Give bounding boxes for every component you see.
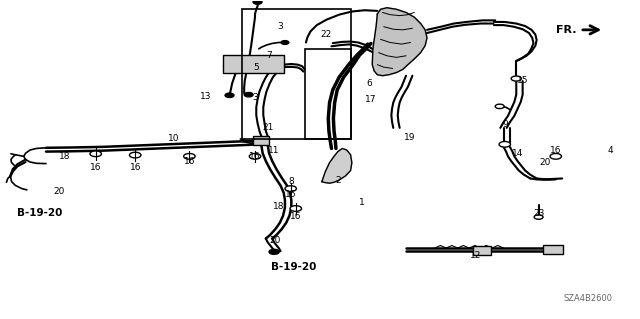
- Circle shape: [550, 153, 561, 159]
- Text: 16: 16: [184, 157, 195, 166]
- Text: 12: 12: [470, 251, 482, 260]
- Polygon shape: [372, 8, 427, 76]
- Circle shape: [499, 141, 511, 147]
- Bar: [473, 246, 491, 255]
- Text: 10: 10: [168, 134, 179, 144]
- Text: 20: 20: [53, 187, 65, 196]
- Circle shape: [511, 76, 522, 81]
- Text: 20: 20: [540, 158, 550, 167]
- Text: 16: 16: [129, 163, 141, 172]
- Text: 13: 13: [200, 92, 211, 101]
- Text: 5: 5: [253, 63, 259, 72]
- Circle shape: [90, 151, 101, 157]
- Text: 16: 16: [550, 145, 561, 154]
- Circle shape: [290, 206, 301, 211]
- Circle shape: [244, 93, 253, 97]
- Bar: [543, 245, 563, 254]
- Text: 23: 23: [533, 209, 544, 218]
- Text: 8: 8: [289, 177, 294, 186]
- Text: B-19-20: B-19-20: [17, 208, 62, 218]
- Circle shape: [253, 0, 262, 4]
- Text: 3: 3: [277, 22, 283, 31]
- Text: 3: 3: [252, 93, 258, 102]
- Text: 2: 2: [335, 175, 340, 185]
- Text: 7: 7: [266, 51, 272, 60]
- Text: 9: 9: [502, 120, 508, 129]
- Text: 18: 18: [273, 203, 284, 211]
- Text: B-19-20: B-19-20: [271, 262, 316, 272]
- Text: 16: 16: [249, 152, 260, 161]
- Bar: [253, 137, 269, 145]
- Text: 16: 16: [90, 163, 102, 172]
- Bar: [223, 55, 284, 72]
- Text: 22: 22: [321, 30, 332, 39]
- Bar: [305, 49, 351, 139]
- Text: 17: 17: [365, 95, 377, 104]
- Text: 16: 16: [285, 190, 296, 199]
- Text: 6: 6: [367, 79, 372, 88]
- Text: 16: 16: [290, 212, 301, 221]
- Circle shape: [495, 104, 504, 108]
- Circle shape: [129, 152, 141, 158]
- Circle shape: [269, 249, 279, 254]
- Text: 14: 14: [512, 149, 524, 158]
- Text: FR.: FR.: [556, 25, 577, 35]
- Circle shape: [184, 153, 195, 159]
- Text: SZA4B2600: SZA4B2600: [563, 294, 612, 303]
- Text: 20: 20: [269, 236, 281, 245]
- Circle shape: [534, 215, 543, 219]
- Circle shape: [225, 93, 234, 98]
- Bar: [242, 9, 351, 139]
- Circle shape: [285, 186, 296, 191]
- Text: 11: 11: [268, 145, 280, 154]
- Text: 1: 1: [358, 198, 364, 207]
- Text: 18: 18: [60, 152, 71, 161]
- Circle shape: [249, 153, 260, 159]
- Text: 4: 4: [607, 145, 612, 154]
- Text: 19: 19: [403, 133, 415, 142]
- Text: 15: 15: [517, 76, 529, 85]
- Polygon shape: [322, 148, 352, 183]
- Text: 21: 21: [262, 123, 273, 132]
- Circle shape: [281, 41, 289, 44]
